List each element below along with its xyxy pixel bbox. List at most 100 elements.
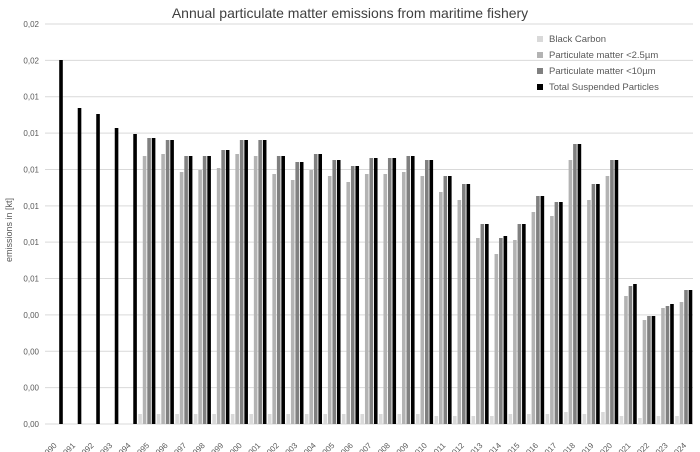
bar [286, 414, 290, 424]
bar [147, 138, 151, 424]
bar [651, 316, 656, 424]
y-tick-label: 0,01 [23, 129, 39, 138]
bar [360, 414, 365, 424]
x-tick-label: 1992 [77, 441, 96, 452]
x-tick-label: 2018 [558, 441, 577, 452]
bar-layer [59, 60, 693, 424]
legend-swatch [537, 68, 543, 74]
x-tick-label: 2020 [595, 441, 614, 452]
y-tick-label: 0,00 [23, 347, 39, 356]
legend-label: Black Carbon [549, 34, 606, 45]
bar [392, 158, 397, 424]
bar [661, 308, 665, 424]
bar [485, 224, 489, 424]
y-tick-label: 0,00 [23, 311, 39, 320]
x-tick-label: 2024 [669, 441, 688, 452]
bar [318, 154, 323, 424]
bar [304, 414, 309, 424]
bar [138, 414, 142, 424]
bar [397, 414, 402, 424]
bar [249, 414, 253, 424]
bar [684, 290, 688, 424]
x-tick-label: 2000 [225, 441, 244, 452]
bar [295, 162, 299, 424]
bar [332, 160, 337, 424]
bar [156, 414, 161, 424]
legend-label: Total Suspended Particles [549, 82, 659, 93]
bar [202, 156, 207, 424]
x-tick-label: 1995 [132, 441, 151, 452]
legend: Black Carbon Particulate matter <2.5µm Par… [537, 34, 659, 93]
y-tick-label: 0,01 [23, 165, 39, 174]
bar [508, 414, 513, 424]
x-tick-labels: 1990 1991 1992 1993 1994 1995 1996 1997 1998 1999… [40, 441, 689, 452]
x-tick-label: 1999 [206, 441, 225, 452]
x-tick-label: 2004 [299, 441, 318, 452]
bar [582, 414, 587, 424]
x-tick-label: 2008 [373, 441, 392, 452]
bar [184, 156, 188, 424]
bar [198, 170, 202, 424]
y-tick-label: 0,01 [23, 93, 39, 102]
y-tick-label: 0,01 [23, 238, 39, 247]
bar [410, 156, 415, 424]
x-tick-label: 1993 [95, 441, 114, 452]
legend-label: Particulate matter <10µm [549, 66, 656, 77]
y-tick-label: 0,00 [23, 384, 39, 393]
bar [225, 150, 230, 424]
bar [642, 320, 647, 424]
bar [424, 160, 429, 424]
x-tick-label: 2001 [243, 441, 262, 452]
bar [230, 414, 235, 424]
bar [262, 140, 267, 424]
bar [434, 416, 439, 424]
bar [503, 236, 508, 424]
x-tick-label: 2012 [447, 441, 466, 452]
bar [429, 160, 434, 424]
x-tick-label: 2010 [410, 441, 429, 452]
bar [453, 416, 457, 424]
bar [448, 176, 452, 424]
bar [610, 160, 614, 424]
bar [114, 128, 119, 424]
x-tick-label: 1990 [40, 441, 59, 452]
x-tick-label: 2021 [614, 441, 633, 452]
bar [638, 418, 642, 424]
bar [369, 158, 374, 424]
bar [253, 156, 258, 424]
x-tick-label: 1998 [188, 441, 207, 452]
bar [439, 192, 443, 424]
bar [513, 240, 517, 424]
bar [420, 176, 425, 424]
x-tick-label: 2022 [632, 441, 651, 452]
y-tick-label: 0,02 [23, 56, 39, 65]
bar [564, 412, 568, 424]
bar [373, 158, 378, 424]
bar [290, 180, 295, 424]
bar [628, 286, 633, 424]
bar [675, 416, 679, 424]
x-tick-label: 2007 [354, 441, 373, 452]
y-tick-label: 0,01 [23, 202, 39, 211]
bar [679, 302, 684, 424]
bar [212, 414, 216, 424]
bar [624, 296, 628, 424]
bar [531, 212, 536, 424]
bar [670, 304, 674, 424]
bar [457, 200, 462, 424]
bar [341, 414, 346, 424]
bar [309, 170, 314, 424]
bar [59, 60, 63, 424]
x-tick-label: 2011 [429, 441, 448, 452]
bar [601, 412, 605, 424]
bar [165, 140, 170, 424]
bar [151, 138, 156, 424]
bar [267, 414, 272, 424]
bar [258, 140, 262, 424]
bar [175, 414, 179, 424]
bar [142, 156, 147, 424]
legend-swatch [537, 36, 543, 42]
bar [406, 156, 411, 424]
